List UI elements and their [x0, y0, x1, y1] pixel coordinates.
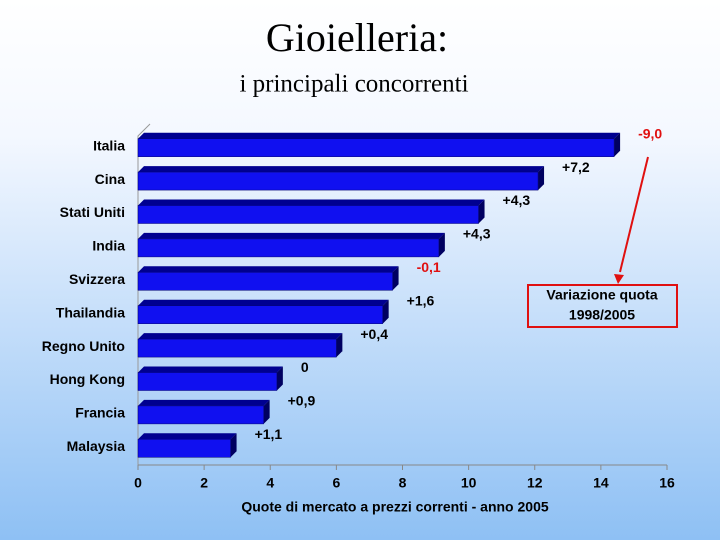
chart-subtitle: i principali concorrenti — [239, 71, 468, 98]
change-label: 0 — [301, 359, 309, 375]
change-label: +0,9 — [288, 393, 316, 409]
bar-top — [138, 333, 343, 340]
bar-side — [336, 333, 343, 358]
change-label: +4,3 — [503, 192, 531, 208]
change-label: +1,1 — [255, 426, 283, 442]
category-label: Malaysia — [67, 438, 126, 454]
bar — [137, 171, 539, 191]
bar-top — [138, 299, 389, 306]
bar-side — [276, 366, 283, 391]
annotation-text: 1998/2005 — [569, 307, 635, 323]
bar-side — [382, 299, 389, 324]
annotation-arrow — [619, 156, 649, 273]
annotation-box — [527, 284, 678, 328]
chart-title: Gioielleria: — [266, 15, 448, 60]
bar-side — [614, 132, 621, 157]
bar-side — [263, 399, 270, 424]
bar — [137, 338, 337, 358]
bar — [137, 372, 278, 391]
x-tick-label: 10 — [461, 475, 477, 491]
change-label: +7,2 — [562, 159, 590, 175]
bar-top — [138, 132, 621, 139]
change-label: +1,6 — [407, 292, 435, 308]
arrow-head — [614, 274, 624, 284]
x-tick-label: 0 — [134, 475, 142, 491]
category-label: Cina — [95, 171, 126, 187]
change-label: -9,0 — [638, 125, 662, 141]
bar — [137, 272, 393, 291]
x-axis-label: Quote di mercato a prezzi correnti - ann… — [241, 499, 549, 515]
category-label: Italia — [93, 137, 125, 153]
bar-top — [138, 266, 399, 273]
bar — [137, 205, 479, 224]
bar-top — [138, 232, 445, 239]
x-tick-label: 16 — [659, 475, 675, 491]
x-tick-label: 4 — [266, 475, 274, 491]
category-label: Hong Kong — [50, 371, 125, 387]
category-label: India — [92, 238, 125, 254]
x-tick-label: 12 — [527, 475, 543, 491]
bar — [137, 439, 231, 458]
category-label: Regno Unito — [42, 338, 125, 354]
category-label: Svizzera — [69, 271, 125, 287]
x-tick-label: 14 — [593, 475, 609, 491]
change-label: +4,3 — [463, 226, 491, 242]
bar — [137, 405, 264, 425]
x-tick-label: 6 — [332, 475, 340, 491]
category-label: Thailandia — [56, 304, 125, 320]
bar-top — [138, 399, 270, 406]
change-label: +0,4 — [360, 326, 388, 342]
bar — [137, 138, 615, 157]
bar — [137, 238, 440, 258]
annotation-text: Variazione quota — [546, 287, 657, 303]
x-tick-label: 8 — [399, 475, 407, 491]
x-tick-label: 2 — [200, 475, 208, 491]
bar-side — [392, 266, 399, 291]
bar-side — [538, 166, 545, 191]
bar-top — [138, 366, 283, 373]
change-label: -0,1 — [417, 259, 441, 275]
category-label: Francia — [75, 405, 125, 421]
bar — [137, 305, 383, 324]
bar-side — [478, 199, 485, 224]
bar-top — [138, 199, 485, 206]
bar-top — [138, 166, 545, 173]
bar-side — [438, 232, 445, 257]
bar-side — [230, 433, 237, 458]
bar-top — [138, 433, 237, 440]
category-label: Stati Uniti — [60, 204, 125, 220]
